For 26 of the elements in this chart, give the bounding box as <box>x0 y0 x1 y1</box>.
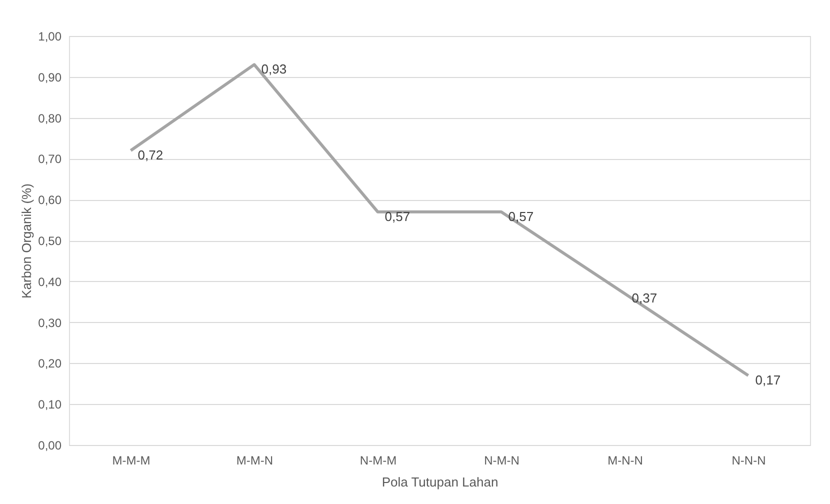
y-tick-label: 0,10 <box>38 398 62 412</box>
x-tick-label: M-M-N <box>236 454 274 468</box>
y-tick-label: 0,70 <box>38 152 62 166</box>
y-tick-label: 0,00 <box>38 438 62 452</box>
x-tick-label: M-M-M <box>112 454 150 468</box>
data-label: 0,93 <box>261 62 287 77</box>
data-label: 0,57 <box>384 208 410 224</box>
y-tick-label: 0,90 <box>38 70 62 84</box>
data-label: 0,37 <box>632 290 658 306</box>
data-label: 0,17 <box>755 372 781 388</box>
y-tick-label: 0,60 <box>38 193 62 208</box>
y-tick-label: 0,40 <box>38 274 62 289</box>
x-tick-label: N-M-M <box>360 454 397 468</box>
y-tick-label: 0,80 <box>38 111 62 126</box>
line-series <box>129 63 750 377</box>
y-tick-label: 0,50 <box>38 234 62 248</box>
x-tick-label: N-M-N <box>484 454 520 468</box>
y-tick-label: 0,20 <box>38 356 62 371</box>
y-axis-title: Karbon Organik (%) <box>19 184 34 298</box>
x-tick-label: M-N-N <box>608 454 643 468</box>
y-tick-label: 1,00 <box>38 30 62 44</box>
data-label: 0,57 <box>508 208 534 224</box>
x-tick-label: N-N-N <box>732 454 766 468</box>
data-label: 0,72 <box>138 148 164 163</box>
y-tick-label: 0,30 <box>38 316 62 330</box>
x-axis-title: Pola Tutupan Lahan <box>382 474 498 490</box>
